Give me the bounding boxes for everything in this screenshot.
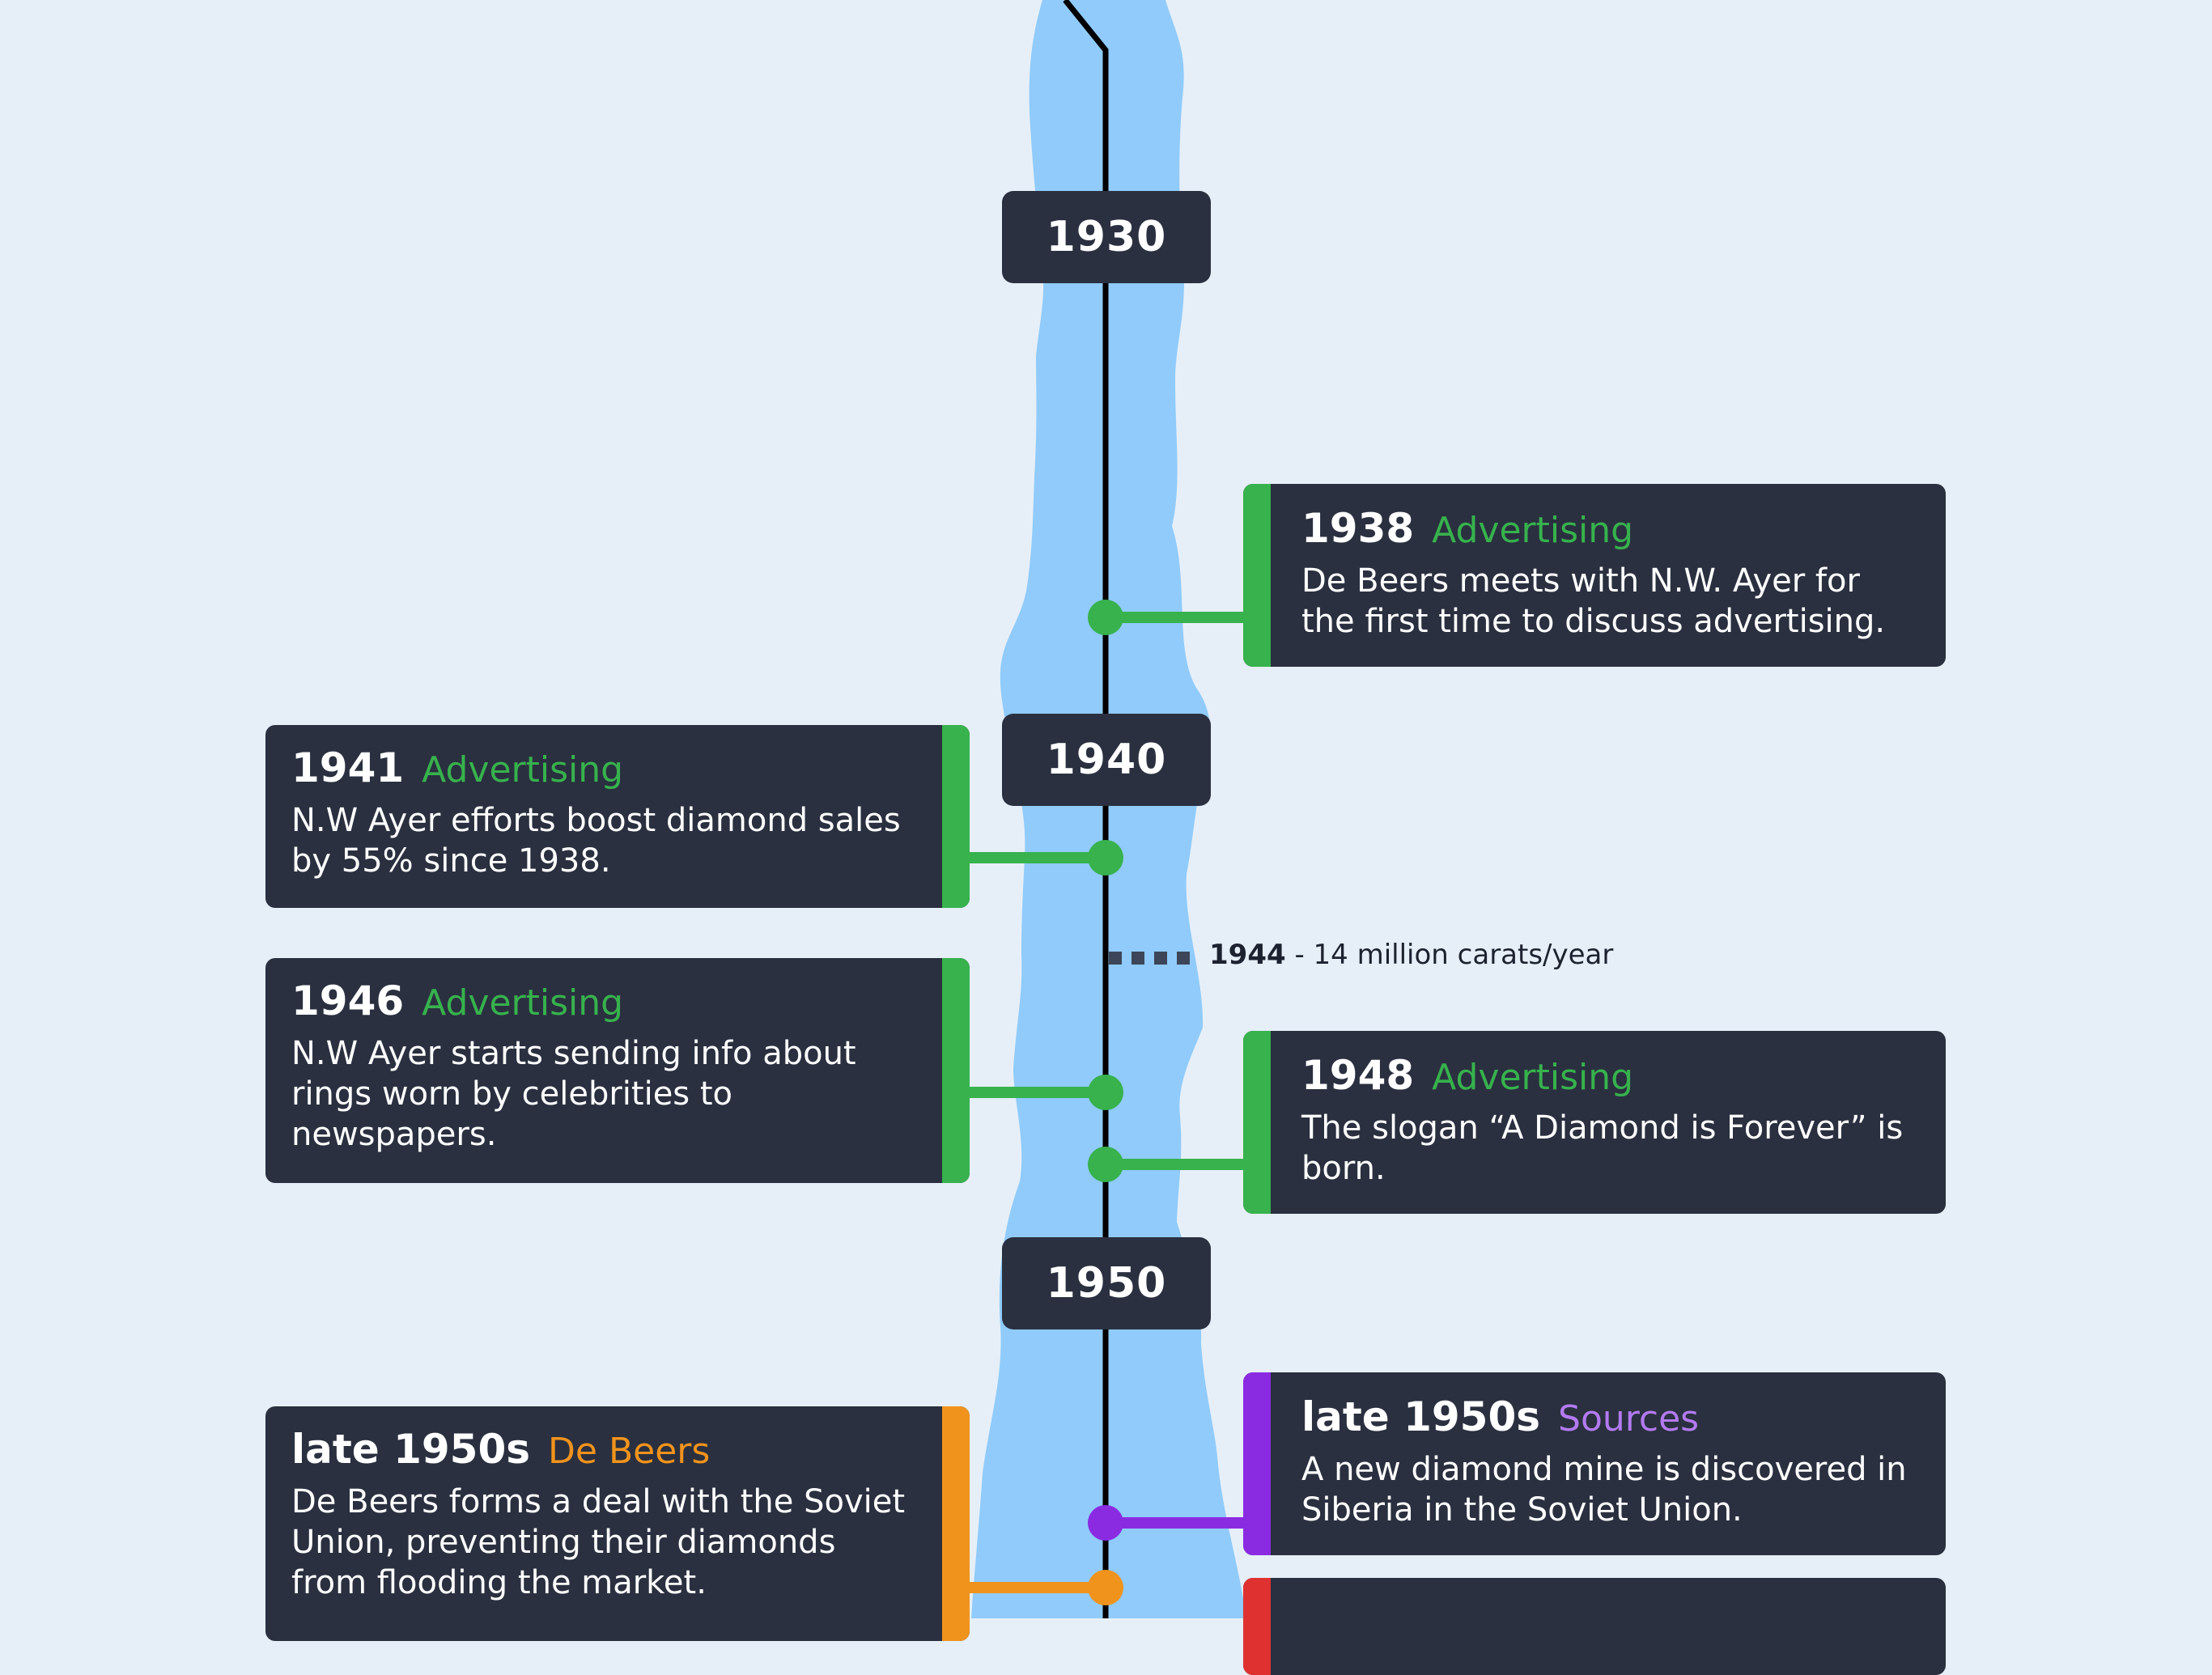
connectors	[966, 600, 1246, 1605]
event-year: late 1950s	[291, 1426, 531, 1473]
event-card-late-1950s-sources: late 1950s Sources A new diamond mine is …	[1243, 1372, 1946, 1555]
event-card-1938: 1938 Advertising De Beers meets with N.W.…	[1243, 484, 1946, 667]
event-card-partial	[1243, 1578, 1946, 1675]
event-card-late-1950s-de-beers: late 1950s De Beers De Beers forms a deal…	[265, 1406, 970, 1641]
event-category: Advertising	[1432, 1057, 1634, 1098]
event-year: 1948	[1301, 1052, 1415, 1099]
category-stripe	[1243, 1031, 1271, 1214]
dot-late-1950s-de-beers	[1088, 1570, 1123, 1605]
dot-late-1950s-sources	[1088, 1505, 1123, 1541]
event-category: Advertising	[422, 749, 624, 791]
event-year: 1941	[291, 744, 405, 791]
production-note-text: - 14 million carats/year	[1285, 939, 1614, 971]
dot-1941	[1088, 840, 1123, 876]
decade-badge-1940: 1940	[1002, 714, 1211, 806]
category-stripe	[1243, 1372, 1271, 1555]
event-description: A new diamond mine is discovered in Sibe…	[1301, 1451, 1907, 1529]
category-stripe	[942, 725, 970, 908]
event-description: N.W Ayer efforts boost diamond sales by …	[291, 802, 901, 880]
dot-1938	[1088, 600, 1123, 635]
decade-badge-1930: 1930	[1002, 191, 1211, 283]
production-note: 1944 - 14 million carats/year	[1209, 939, 1613, 971]
event-year: late 1950s	[1301, 1393, 1541, 1440]
event-card-1948: 1948 Advertising The slogan “A Diamond is…	[1243, 1031, 1946, 1214]
category-stripe	[1243, 1578, 1271, 1675]
event-year: 1938	[1301, 505, 1415, 552]
event-category: Advertising	[1432, 510, 1634, 551]
river-band	[971, 0, 1246, 1618]
event-card-1946: 1946 Advertising N.W Ayer starts sending …	[265, 958, 970, 1183]
category-stripe	[942, 1406, 970, 1641]
production-note-year: 1944	[1209, 939, 1286, 971]
timeline-river	[966, 0, 1246, 1618]
category-stripe	[942, 958, 970, 1183]
event-description: De Beers meets with N.W. Ayer for the fi…	[1301, 562, 1886, 640]
event-description: De Beers forms a deal with the Soviet Un…	[291, 1483, 906, 1601]
event-category: De Beers	[548, 1431, 711, 1472]
event-category: Advertising	[422, 982, 624, 1024]
decade-badge-1950: 1950	[1002, 1237, 1211, 1329]
dot-1948	[1088, 1147, 1123, 1182]
category-stripe	[1243, 484, 1271, 667]
event-description: N.W Ayer starts sending info about rings…	[291, 1035, 856, 1153]
dot-1946	[1088, 1075, 1123, 1110]
event-year: 1946	[291, 977, 405, 1024]
event-card-1941: 1941 Advertising N.W Ayer efforts boost d…	[265, 725, 970, 908]
event-description: The slogan “A Diamond is Forever” is bor…	[1301, 1109, 1904, 1187]
event-category: Sources	[1558, 1398, 1700, 1440]
